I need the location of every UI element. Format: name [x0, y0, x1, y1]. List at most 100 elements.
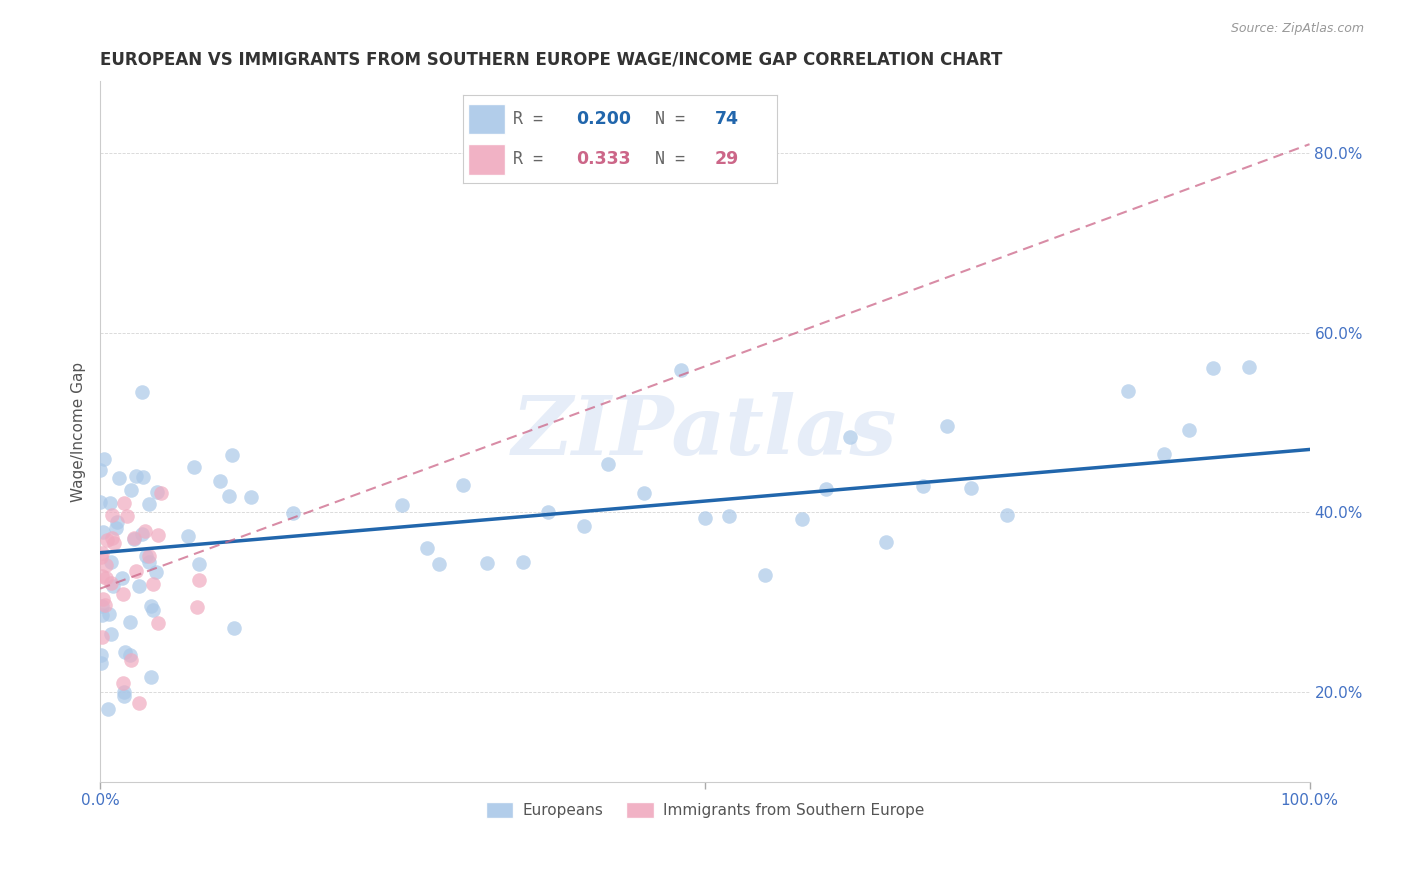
Point	[101, 508, 124, 523]
Point	[105, 521, 128, 535]
Point	[131, 527, 153, 541]
Point	[142, 576, 165, 591]
Legend: Europeans, Immigrants from Southern Europe: Europeans, Immigrants from Southern Euro…	[479, 797, 931, 824]
Point	[89, 495, 111, 509]
Point	[132, 470, 155, 484]
Point	[177, 529, 200, 543]
Point	[183, 460, 205, 475]
Point	[120, 648, 142, 662]
Point	[451, 478, 474, 492]
Point	[100, 575, 122, 590]
Point	[131, 384, 153, 399]
Point	[89, 463, 111, 477]
Point	[754, 568, 776, 582]
Point	[875, 535, 897, 549]
Point	[138, 555, 160, 569]
Point	[122, 531, 145, 545]
Point	[145, 565, 167, 579]
Point	[239, 490, 262, 504]
Point	[91, 607, 114, 622]
Point	[935, 418, 957, 433]
Point	[1153, 447, 1175, 461]
Text: ZIPatlas: ZIPatlas	[512, 392, 897, 472]
Point	[839, 429, 862, 443]
Point	[124, 469, 146, 483]
Point	[427, 557, 450, 571]
Point	[120, 653, 142, 667]
Point	[633, 485, 655, 500]
Point	[91, 599, 114, 613]
Point	[146, 485, 169, 500]
Point	[108, 471, 131, 485]
Point	[115, 508, 138, 523]
Point	[138, 549, 160, 564]
Point	[281, 506, 304, 520]
Point	[120, 483, 142, 497]
Point	[101, 531, 124, 545]
Point	[536, 504, 558, 518]
Point	[135, 549, 157, 563]
Point	[112, 496, 135, 510]
Point	[91, 591, 114, 606]
Point	[1177, 423, 1199, 437]
Point	[100, 626, 122, 640]
Point	[125, 564, 148, 578]
Point	[91, 546, 114, 560]
Point	[187, 574, 209, 588]
Point	[128, 697, 150, 711]
Point	[416, 541, 439, 555]
Point	[94, 571, 117, 585]
Point	[105, 515, 128, 529]
Point	[97, 701, 120, 715]
Point	[90, 648, 112, 662]
Point	[90, 549, 112, 564]
Point	[93, 452, 115, 467]
Point	[512, 555, 534, 569]
Point	[149, 486, 172, 500]
Point	[98, 607, 121, 622]
Text: EUROPEAN VS IMMIGRANTS FROM SOUTHERN EUROPE WAGE/INCOME GAP CORRELATION CHART: EUROPEAN VS IMMIGRANTS FROM SOUTHERN EUR…	[100, 51, 1002, 69]
Point	[572, 519, 595, 533]
Point	[111, 587, 134, 601]
Point	[91, 524, 114, 539]
Point	[208, 474, 231, 488]
Point	[139, 670, 162, 684]
Point	[790, 512, 813, 526]
Point	[693, 511, 716, 525]
Point	[138, 497, 160, 511]
Point	[139, 599, 162, 613]
Point	[1202, 361, 1225, 376]
Point	[112, 676, 135, 690]
Point	[94, 598, 117, 612]
Point	[911, 479, 934, 493]
Point	[122, 532, 145, 546]
Point	[100, 555, 122, 569]
Y-axis label: Wage/Income Gap: Wage/Income Gap	[72, 361, 86, 501]
Point	[103, 536, 125, 550]
Point	[218, 490, 240, 504]
Point	[96, 558, 118, 572]
Point	[134, 524, 156, 538]
Point	[91, 569, 114, 583]
Point	[188, 557, 211, 571]
Point	[90, 656, 112, 670]
Point	[1237, 360, 1260, 375]
Point	[98, 496, 121, 510]
Point	[96, 533, 118, 547]
Point	[995, 508, 1018, 522]
Point	[960, 481, 983, 495]
Point	[146, 528, 169, 542]
Point	[718, 509, 741, 524]
Point	[596, 457, 619, 471]
Point	[91, 631, 114, 645]
Point	[114, 645, 136, 659]
Point	[669, 363, 692, 377]
Point	[391, 498, 413, 512]
Point	[475, 557, 498, 571]
Point	[814, 482, 837, 496]
Point	[111, 571, 134, 585]
Point	[114, 685, 136, 699]
Point	[128, 579, 150, 593]
Point	[221, 448, 243, 462]
Point	[101, 578, 124, 592]
